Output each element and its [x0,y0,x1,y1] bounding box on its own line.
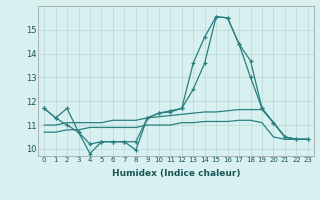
X-axis label: Humidex (Indice chaleur): Humidex (Indice chaleur) [112,169,240,178]
